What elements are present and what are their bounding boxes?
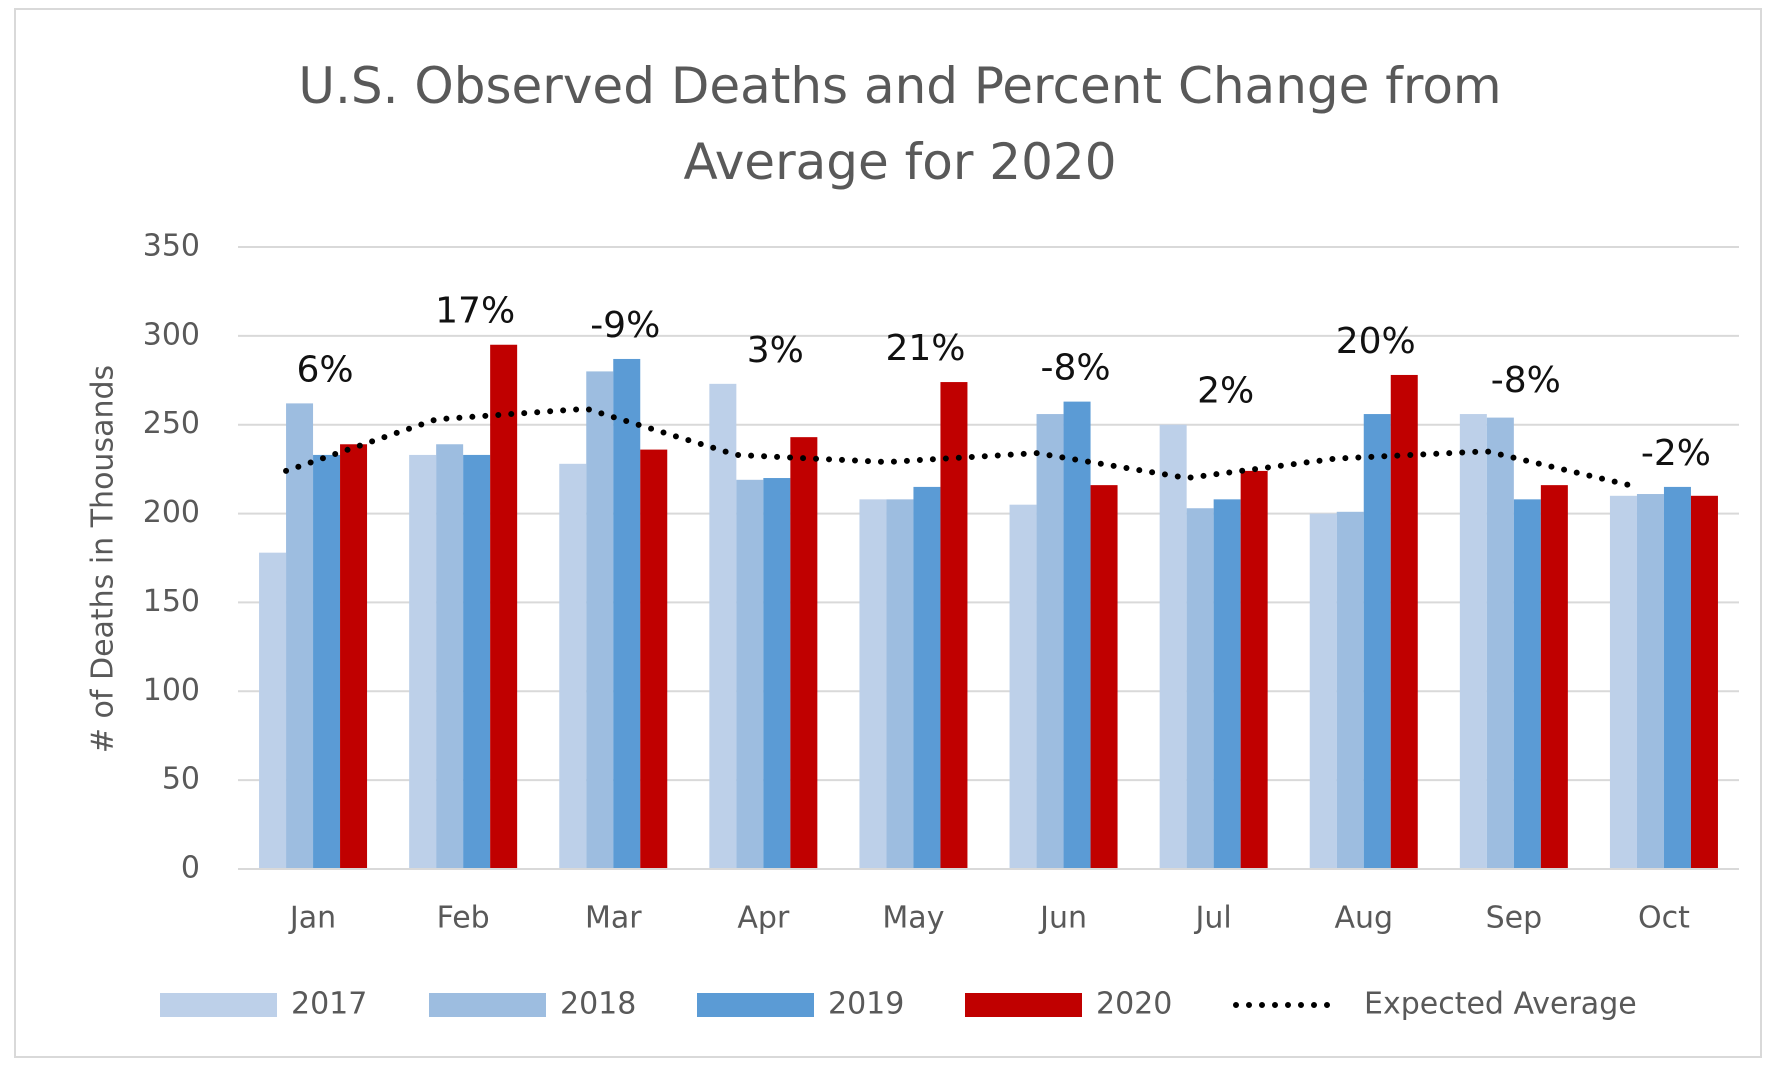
bar [409,454,437,869]
bar [1513,499,1541,869]
bar [463,454,491,869]
legend-swatch [160,993,277,1017]
percent-label: -2% [1641,433,1711,474]
legend-label: 2019 [828,987,904,1022]
bar [940,382,968,869]
bar [1213,499,1241,869]
bar [1090,485,1118,869]
bar [313,454,341,869]
bar [1336,511,1364,869]
legend-swatch [697,993,814,1017]
percent-label: 2% [1197,371,1254,412]
chart-title: U.S. Observed Deaths and Percent Change … [298,57,1502,191]
x-tick-label: Sep [1486,901,1543,936]
bar [340,444,368,869]
percent-label: 21% [885,328,965,369]
y-tick-label: 350 [143,229,200,264]
y-tick-label: 150 [143,584,200,619]
x-tick-label: May [882,901,944,936]
legend-swatch [965,993,1082,1017]
chart-frame [14,8,1762,1058]
x-tick-label: Mar [585,901,642,936]
legend-label: 2020 [1096,987,1172,1022]
y-tick-label: 50 [162,762,200,797]
bar [1063,401,1091,869]
bar [709,383,737,869]
bar [1186,508,1214,869]
y-axis-label: # of Deaths in Thousands [86,365,121,753]
bar [559,463,587,869]
bar [1636,494,1664,869]
bar [1540,485,1568,869]
bar [490,344,518,869]
percent-label: 17% [435,291,515,332]
y-tick-label: 200 [143,495,200,530]
bar [613,358,641,869]
x-tick-label: Jan [288,901,336,936]
legend-label: 2017 [291,987,367,1022]
bar [586,371,614,869]
bar [763,478,791,869]
bar [1663,486,1691,869]
y-tick-label: 300 [143,317,200,352]
x-tick-label: Feb [437,901,490,936]
bar [1036,414,1064,869]
bar [913,486,941,869]
bar [886,499,914,869]
percent-label: -9% [590,305,660,346]
bar [436,444,464,869]
bar [736,479,764,869]
bar [259,552,287,869]
bar [1240,470,1268,869]
expected-average-line [283,405,1640,490]
bar [1486,417,1514,869]
bar [1390,374,1418,869]
bar [640,449,668,869]
percent-label: 3% [747,330,804,371]
bar [286,403,314,869]
y-tick-label: 100 [143,673,200,708]
legend-label: Expected Average [1364,987,1637,1022]
percent-label: -8% [1491,360,1561,401]
bar [1690,495,1718,869]
x-tick-label: Aug [1334,901,1393,936]
bar [859,499,887,869]
y-tick-label: 250 [143,406,200,441]
percent-label: 6% [296,349,353,390]
bar [1159,424,1187,869]
bar [1459,414,1487,869]
x-tick-label: Apr [737,901,790,936]
x-tick-label: Jul [1194,901,1232,936]
bar [1309,513,1337,869]
x-tick-label: Jun [1038,901,1087,936]
legend-swatch [429,993,546,1017]
y-tick-label: 0 [181,851,200,886]
bar [1609,495,1637,869]
x-tick-label: Oct [1638,901,1690,936]
percent-label: 20% [1336,321,1416,362]
legend-label: 2018 [560,987,636,1022]
bar [1009,504,1037,869]
percent-label: -8% [1040,348,1110,389]
bar [790,437,818,869]
bar [1363,414,1391,869]
